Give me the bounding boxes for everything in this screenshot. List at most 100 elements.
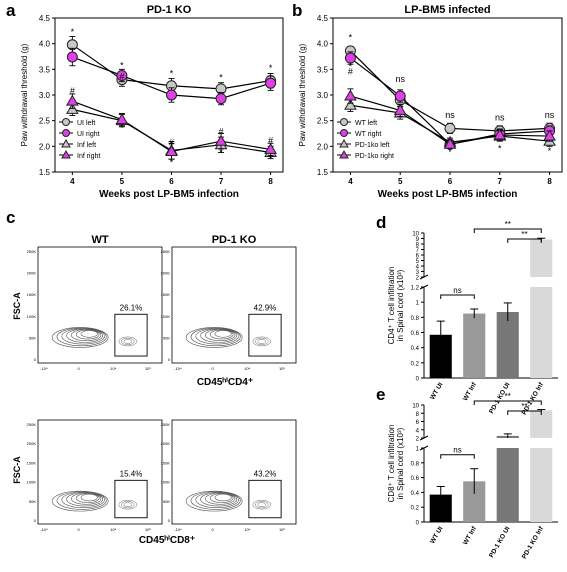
y-tick-label: 4.5 <box>317 14 329 23</box>
x-tick-label: 8 <box>547 177 552 186</box>
significance-label: ** <box>521 402 527 411</box>
panel-label-b: b <box>292 1 302 20</box>
x-tick-label: 4 <box>70 177 75 186</box>
y-tick-label: 2.0 <box>39 142 51 151</box>
contour-line <box>257 502 267 508</box>
flow-x-tick-label: 10⁵ <box>279 366 285 371</box>
contour-line <box>185 490 243 512</box>
contour-line <box>209 493 234 503</box>
significance-mark: # <box>268 135 273 145</box>
data-point <box>165 89 177 101</box>
legend-marker <box>340 118 348 126</box>
legend-label: Inf left <box>77 142 96 149</box>
significance-mark: # <box>348 66 353 76</box>
contour-line <box>75 329 100 340</box>
flow-x-tick-label: 0 <box>212 527 215 532</box>
flow-plot-frame <box>37 419 163 525</box>
significance-mark: # <box>70 86 75 96</box>
y-axis-label-line1: CD8⁺ T cell infiltration <box>387 425 396 503</box>
column-header-wt: WT <box>91 234 108 246</box>
contour-line <box>51 327 109 348</box>
legend-marker <box>339 138 349 148</box>
contour-line <box>121 501 135 509</box>
contour-line <box>195 491 239 509</box>
significance-mark: ns <box>395 74 405 84</box>
contour-line <box>123 339 133 344</box>
flow-y-tick-label: 200K <box>27 271 37 276</box>
flow-x-tick-label: 10⁴ <box>244 366 250 371</box>
flow-y-tick-label: 0 <box>34 357 37 362</box>
y-axis-label-line2: in Spinal cord (x10³) <box>396 269 405 341</box>
significance-label: ** <box>505 392 511 401</box>
gate-box <box>114 479 148 519</box>
contour-line <box>200 492 238 507</box>
x-tick-label: 5 <box>120 177 125 186</box>
contour-line <box>190 327 241 347</box>
panel-label-d: d <box>376 213 386 232</box>
y-tick-label: 10 <box>412 404 419 410</box>
flow-y-tick-label: 50K <box>163 499 170 504</box>
flow-y-tick-label: 250K <box>161 422 171 427</box>
y-tick-label: 10 <box>412 232 419 238</box>
contour-line <box>255 501 269 509</box>
legend-marker <box>61 138 71 148</box>
y-axis-label-line2: in Spinal cord (x10³) <box>396 427 405 499</box>
flow-x-tick-label: 10⁵ <box>145 366 151 371</box>
y-tick-label: 0.8 <box>411 461 420 467</box>
flow-y-tick-label: 150K <box>161 460 171 465</box>
legend-label: WT left <box>355 120 377 127</box>
bar <box>463 313 486 378</box>
bar <box>530 287 553 378</box>
chart-b-line-plot: LP-BM5 infected 1.5 2.0 2.5 3.0 3.5 4.0 4.5 4 5 6 7… <box>298 4 563 200</box>
y-tick-label: 2.5 <box>39 117 51 126</box>
contour-line <box>255 337 269 345</box>
flow-y-tick-label: 100K <box>161 480 171 485</box>
chart-e-bar-plot: 0 0.2 0.4 0.6 0.8 1 2 4 6 8 10 WT UI WT Inf PD-1 KO U… <box>387 392 558 560</box>
contour-line <box>80 330 98 338</box>
flow-y-tick-label: 250K <box>161 249 171 254</box>
y-tick-label: 6 <box>416 420 420 426</box>
y-tick-label: 3.0 <box>317 91 329 100</box>
y-tick-label: 0.2 <box>411 506 420 512</box>
x-tick-label: 8 <box>268 177 273 186</box>
gate-percentage: 15.4% <box>120 469 143 478</box>
y-axis-label: Paw withdrawal threshold (g) <box>298 43 307 146</box>
significance-label: ** <box>521 230 527 239</box>
data-point <box>443 137 457 149</box>
data-point <box>493 128 507 140</box>
gate-percentage: 43.2% <box>254 469 277 478</box>
significance-mark: * <box>269 63 273 73</box>
legend-label: UI right <box>77 131 100 138</box>
flow-cytometry-panel: WT PD-1 KO FSC-A FSC-A CD45ʰⁱCD4⁺ CD45ʰⁱCD8⁺ 2… <box>12 234 297 546</box>
y-tick-label: 3.5 <box>39 65 51 74</box>
flow-y-tick-label: 150K <box>161 292 171 297</box>
legend-marker <box>61 149 71 159</box>
y-tick-label: 1.2 <box>411 286 420 292</box>
flow-plot-frame <box>37 246 163 364</box>
data-point <box>393 103 407 115</box>
y-tick-label: 0.4 <box>411 491 420 497</box>
flow-x-tick-label: -10⁴ <box>174 527 182 532</box>
contour-line <box>205 329 236 341</box>
bar <box>463 481 486 522</box>
data-point <box>264 142 277 154</box>
y-tick-label: 4.0 <box>317 40 329 49</box>
gate-box <box>248 479 282 519</box>
y-tick-label: 2 <box>416 276 420 282</box>
contour-line <box>257 339 267 344</box>
chart-title: PD-1 KO <box>147 4 192 16</box>
significance-mark: ns <box>445 110 455 120</box>
flow-y-tick-label: 150K <box>27 292 37 297</box>
contour-line <box>118 499 138 510</box>
legend-marker <box>340 129 348 137</box>
contour-line <box>195 328 239 345</box>
flow-y-tick-label: 50K <box>29 499 36 504</box>
flow-y-tick-label: 0 <box>168 518 171 523</box>
significance-bracket <box>507 410 542 415</box>
gate-percentage: 42.9% <box>254 303 277 312</box>
y-tick-label: 0.4 <box>411 346 420 352</box>
panel-label-c: c <box>6 208 15 227</box>
y-tick-label: 0 <box>416 521 420 527</box>
flow-x-tick-label: 0 <box>212 366 215 371</box>
